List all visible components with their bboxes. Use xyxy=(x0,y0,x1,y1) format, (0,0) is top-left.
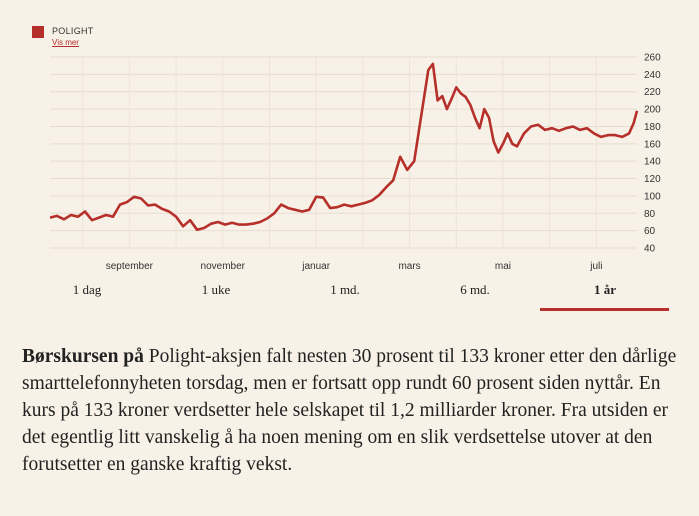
period-tabs: 1 dag 1 uke 1 md. 6 md. 1 år xyxy=(0,282,699,312)
tab-1-month[interactable]: 1 md. xyxy=(330,282,360,297)
series-line-polight xyxy=(49,62,639,232)
x-tick-label: november xyxy=(201,261,246,272)
y-tick-label: 80 xyxy=(644,209,656,220)
article-body: Polight-aksjen falt nesten 30 prosent ti… xyxy=(22,346,677,475)
show-more-link[interactable]: Vis mer xyxy=(52,38,79,47)
article-lead: Børskursen på xyxy=(22,346,144,367)
tab-1-day[interactable]: 1 dag xyxy=(72,282,102,297)
y-tick-label: 180 xyxy=(644,122,661,133)
y-tick-label: 260 xyxy=(644,53,661,64)
price-chart: POLIGHT Vis mer 40 60 80 100 120 140 160 180 200… xyxy=(32,26,661,272)
active-tab-indicator xyxy=(540,308,669,311)
y-tick-label: 100 xyxy=(644,191,661,202)
y-tick-label: 40 xyxy=(644,244,656,255)
x-tick-label: januar xyxy=(301,261,330,272)
legend-series-name: POLIGHT xyxy=(52,26,94,36)
y-tick-label: 140 xyxy=(644,157,661,168)
chart-plot: 40 60 80 100 120 140 160 180 200 220 240 260 septemb… xyxy=(49,53,661,272)
y-tick-label: 120 xyxy=(644,174,661,185)
tab-6-months[interactable]: 6 md. xyxy=(460,282,490,297)
x-tick-label: september xyxy=(106,261,154,272)
y-tick-label: 160 xyxy=(644,139,661,150)
x-tick-label: juli xyxy=(589,261,602,272)
x-tick-label: mars xyxy=(398,261,420,272)
x-tick-label: mai xyxy=(495,261,511,272)
tab-1-week[interactable]: 1 uke xyxy=(201,282,231,297)
tab-1-year[interactable]: 1 år xyxy=(593,282,617,297)
y-tick-label: 240 xyxy=(644,70,661,81)
article-paragraph: Børskursen på Polight-aksjen falt nesten… xyxy=(22,343,682,478)
y-tick-label: 200 xyxy=(644,105,661,116)
y-tick-label: 60 xyxy=(644,226,656,237)
y-tick-label: 220 xyxy=(644,87,661,98)
legend-swatch xyxy=(32,26,44,38)
